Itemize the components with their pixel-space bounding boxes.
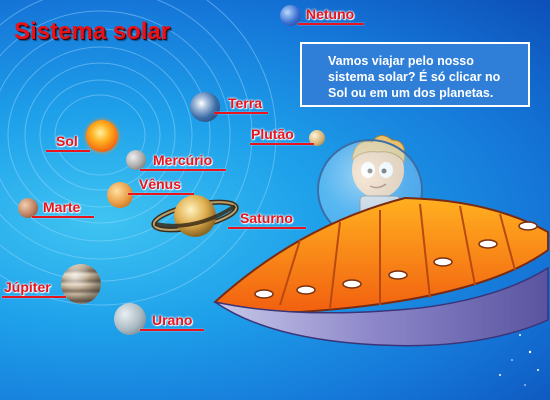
underline-sol [46, 150, 90, 152]
planet-label-jupiter[interactable]: Júpiter [4, 279, 51, 295]
mercury-icon[interactable] [126, 150, 146, 170]
sun-icon[interactable] [86, 120, 118, 152]
venus-icon[interactable] [107, 182, 133, 208]
underline-saturno [228, 227, 306, 229]
jupiter-icon[interactable] [61, 264, 101, 304]
mars-icon[interactable] [18, 198, 38, 218]
pluto-icon[interactable] [309, 130, 325, 146]
planet-label-urano[interactable]: Urano [152, 312, 193, 328]
instruction-box: Vamos viajar pelo nosso sistema solar? É… [300, 42, 530, 107]
underline-plutao [250, 143, 314, 145]
underline-terra [214, 112, 268, 114]
planet-label-terra[interactable]: Terra [228, 95, 262, 111]
underline-venus [128, 193, 194, 195]
neptune-icon[interactable] [280, 5, 301, 26]
planet-label-venus[interactable]: Vênus [139, 176, 182, 192]
planet-label-sol[interactable]: Sol [56, 133, 78, 149]
planet-label-saturno[interactable]: Saturno [240, 210, 293, 226]
planet-label-mercurio[interactable]: Mercúrio [153, 152, 213, 168]
planet-label-plutao[interactable]: Plutão [251, 126, 294, 142]
page-title: Sistema solar [14, 18, 171, 45]
planet-label-marte[interactable]: Marte [43, 199, 81, 215]
earth-icon[interactable] [190, 92, 220, 122]
underline-netuno [298, 23, 364, 25]
underline-mercurio [140, 169, 226, 171]
saturn-icon[interactable] [150, 186, 240, 246]
underline-urano [140, 329, 204, 331]
planet-label-netuno[interactable]: Netuno [306, 6, 355, 22]
underline-marte [32, 216, 94, 218]
underline-jupiter [2, 296, 66, 298]
